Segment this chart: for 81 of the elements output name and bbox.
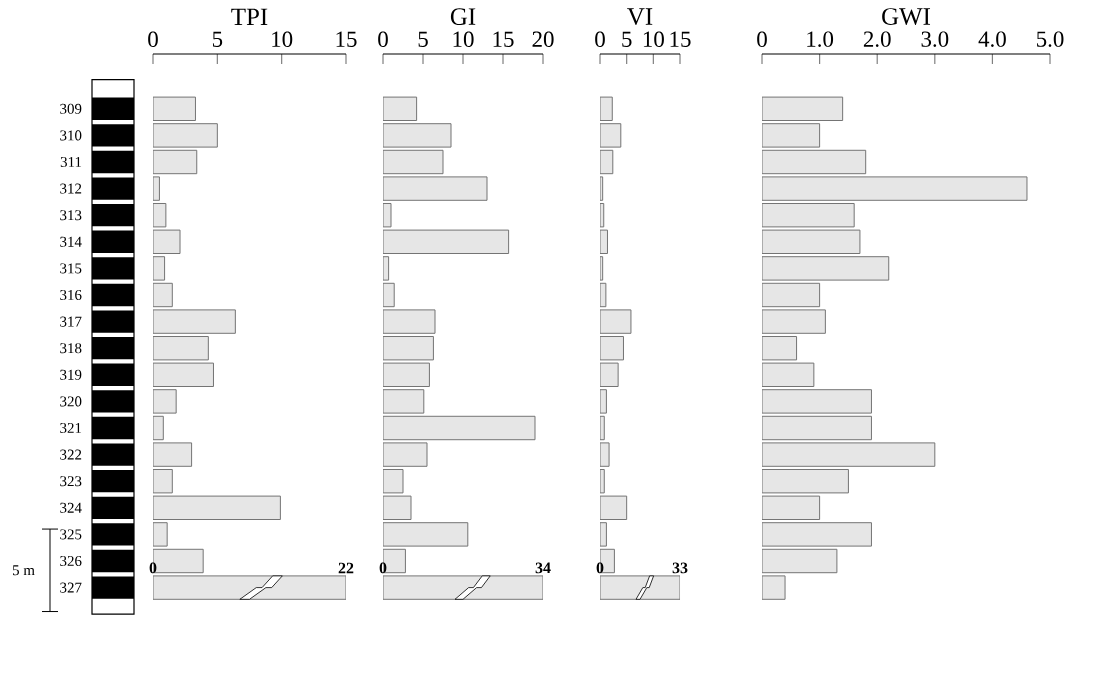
bar <box>600 96 613 121</box>
y-tick-label: 325 <box>60 529 82 540</box>
bar <box>153 282 173 308</box>
x-tick-label: 10 <box>453 31 474 47</box>
bar <box>383 309 436 334</box>
bar <box>762 176 1028 201</box>
x-tick-label: 15 <box>670 31 691 47</box>
bar <box>762 309 826 334</box>
bar <box>153 389 177 414</box>
x-tick-label: 33 <box>672 562 688 574</box>
bar <box>383 442 428 467</box>
x-tick-label: 0 <box>378 31 388 47</box>
chart-title: VI <box>627 8 653 25</box>
y-tick-label: 310 <box>60 130 82 141</box>
y-tick-label: 322 <box>60 449 82 460</box>
x-tick-label: 22 <box>338 562 354 574</box>
bar <box>383 256 390 281</box>
x-tick-label: 3.0 <box>921 31 949 47</box>
bar <box>153 309 236 334</box>
x-tick-label: 4.0 <box>978 31 1006 47</box>
bar <box>383 96 418 121</box>
x-tick-label: 34 <box>535 562 551 574</box>
y-tick-label: 311 <box>60 156 82 168</box>
y-tick-label: 327 <box>60 582 82 593</box>
bar <box>153 256 166 281</box>
x-tick-label: 0 <box>149 562 157 574</box>
chart-title: GI <box>450 8 476 26</box>
chart-title: TPI <box>231 8 268 25</box>
bar <box>600 309 632 334</box>
bar <box>383 282 395 308</box>
x-tick-label: 5 <box>418 31 428 47</box>
y-tick-label: 313 <box>60 210 82 221</box>
bar <box>153 96 196 121</box>
x-tick-label: 0 <box>379 562 387 574</box>
chart-title: GWI <box>882 8 931 25</box>
bar <box>600 522 607 547</box>
bar <box>762 442 936 467</box>
y-tick-label: 312 <box>60 183 82 194</box>
bar <box>762 96 844 121</box>
x-tick-label: 0 <box>595 31 605 47</box>
x-tick-label: 15 <box>336 31 357 47</box>
bar <box>153 522 168 547</box>
bar <box>600 256 604 281</box>
x-tick-label: 10 <box>643 31 664 47</box>
y-tick-label: 309 <box>60 103 82 114</box>
bar <box>600 442 610 467</box>
text: 5 m <box>13 565 35 576</box>
x-tick-label: 0 <box>148 31 158 47</box>
bar <box>762 522 872 547</box>
y-tick-label: 319 <box>60 369 82 380</box>
bar <box>153 123 218 148</box>
x-tick-label: 1.0 <box>807 31 834 47</box>
y-tick-label: 314 <box>60 236 82 247</box>
y-tick-label: 318 <box>60 343 82 354</box>
x-tick-label: 0 <box>757 31 767 47</box>
bar <box>600 176 604 201</box>
bar <box>153 176 160 201</box>
bar <box>600 389 607 414</box>
x-tick-label: 5.0 <box>1037 31 1064 47</box>
x-tick-label: 15 <box>493 31 514 47</box>
x-tick-label: 5 <box>212 31 223 47</box>
y-tick-label: 320 <box>60 396 82 407</box>
x-tick-label: 5 <box>622 31 632 47</box>
y-tick-label: 323 <box>60 476 82 487</box>
bar <box>762 575 786 600</box>
bar <box>383 176 488 201</box>
bar <box>762 548 838 574</box>
x-tick-label: 10 <box>272 31 293 47</box>
bar <box>600 123 622 148</box>
y-tick-label: 317 <box>60 316 82 327</box>
x-tick-label: 0 <box>596 562 604 574</box>
y-tick-label: 315 <box>60 263 82 274</box>
y-tick-label: 324 <box>60 502 82 513</box>
bar <box>383 123 452 148</box>
y-tick-label: 321 <box>60 422 82 434</box>
y-tick-label: 316 <box>60 289 82 301</box>
bar <box>762 389 872 414</box>
x-tick-label: 20 <box>532 31 554 47</box>
bar <box>762 256 890 281</box>
x-tick-label: 2.0 <box>863 31 891 47</box>
y-tick-label: 326 <box>60 555 82 567</box>
